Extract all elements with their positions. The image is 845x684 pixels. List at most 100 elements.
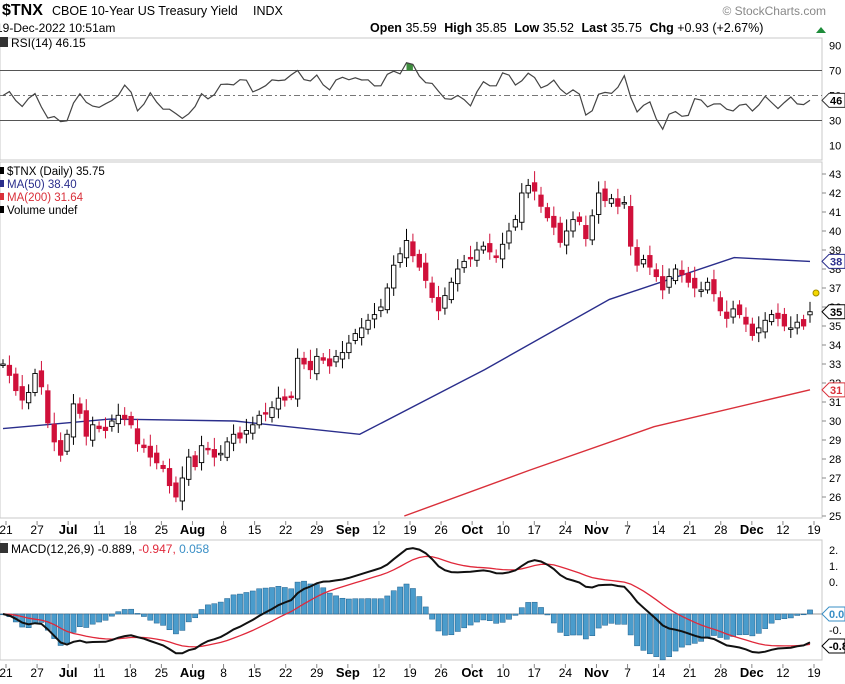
- price-candle: [595, 181, 602, 224]
- price-candle: [692, 266, 698, 298]
- x-tick-label: 7: [624, 666, 631, 680]
- price-candle: [397, 247, 403, 268]
- macd-histogram-bar: [582, 613, 589, 640]
- macd-histogram-bar: [480, 613, 487, 621]
- x-tick-label: 27: [30, 523, 44, 537]
- x-tick-label: 29: [310, 666, 324, 680]
- price-candle: [19, 375, 25, 410]
- macd-histogram-bar: [166, 613, 173, 631]
- price-candle: [314, 348, 320, 381]
- rsi-label: RSI(14) 46.15: [11, 36, 86, 50]
- price-candle: [25, 384, 32, 410]
- price-candle: [768, 309, 775, 326]
- price-candle: [102, 417, 109, 439]
- price-candle: [506, 222, 512, 250]
- x-tick-label: Dec: [740, 522, 764, 537]
- x-tick-label: 8: [220, 666, 227, 680]
- price-candle: [487, 233, 493, 260]
- price-candle: [320, 352, 326, 364]
- price-candle: [512, 214, 519, 231]
- price-candle: [589, 209, 595, 246]
- macd-histogram-bar: [249, 590, 256, 615]
- macd-tick-label: 1.: [829, 561, 838, 573]
- macd-histogram-bar: [506, 613, 512, 620]
- macd-histogram-bar: [224, 598, 231, 615]
- macd-histogram-bar: [38, 613, 45, 623]
- price-tick-label: 26: [829, 492, 841, 504]
- price-tick-label: 25: [829, 511, 841, 523]
- x-tick-label: 21: [683, 523, 697, 537]
- price-candle: [378, 298, 384, 318]
- macd-histogram-bar: [294, 581, 301, 615]
- rsi-tick-label: 90: [829, 41, 841, 53]
- macd-histogram-bar: [25, 613, 32, 629]
- rsi-tick-label: 30: [829, 116, 841, 128]
- x-tick-label: 26: [434, 666, 448, 680]
- macd-histogram-bar: [749, 613, 756, 637]
- macd-panel: 2.1.0.0.0-0.-0. MACD(12,26,9) -0.889, -0…: [0, 539, 845, 661]
- ohlc-readout: Open 35.59 High 35.85 Low 35.52 Last 35.…: [370, 21, 763, 35]
- macd-histogram-bar: [781, 613, 788, 620]
- macd-histogram-bar: [77, 613, 83, 627]
- price-candle: [307, 349, 314, 379]
- x-tick-label: 14: [652, 666, 666, 680]
- rsi-line: [2, 62, 811, 131]
- macd-histogram-bar: [570, 613, 576, 636]
- macd-histogram-bar: [794, 613, 801, 616]
- macd-histogram-bar: [205, 604, 211, 615]
- x-tick-label: 12: [372, 666, 386, 680]
- x-tick-label: 8: [220, 523, 227, 537]
- price-candle: [288, 391, 294, 401]
- price-candle: [211, 437, 218, 467]
- macd-histogram-bar: [397, 586, 403, 615]
- price-candle: [13, 367, 19, 396]
- price-candle: [224, 437, 230, 462]
- price-candle: [775, 303, 781, 327]
- macd-histogram-bar: [557, 613, 564, 633]
- macd-histogram-bar: [403, 583, 410, 615]
- macd-histogram-bar: [185, 613, 192, 623]
- x-tick-label: 12: [776, 523, 790, 537]
- macd-histogram-bar: [608, 613, 615, 624]
- macd-histogram-bar: [685, 613, 692, 646]
- price-tick-label: 42: [829, 188, 841, 200]
- price-candle: [326, 348, 333, 374]
- macd-histogram-bar: [467, 613, 474, 626]
- macd-histogram-bar: [256, 588, 263, 615]
- macd-histogram-bar: [807, 609, 813, 615]
- x-tick-label: 15: [248, 523, 262, 537]
- x-tick-label: Sep: [336, 522, 360, 537]
- macd-histogram-bar: [723, 613, 730, 640]
- price-candle: [218, 445, 224, 461]
- security-name: CBOE 10-Year US Treasury Yield: [52, 4, 238, 18]
- price-candle: [115, 403, 121, 433]
- x-tick-label: 11: [93, 523, 106, 537]
- x-tick-label: Nov: [584, 665, 609, 680]
- price-candle: [384, 283, 390, 314]
- macd-histogram-bar: [717, 613, 724, 638]
- macd-histogram-bar: [326, 592, 333, 615]
- price-candle: [685, 266, 691, 288]
- rsi-panel: 9070503010 RSI(14) 46.15 46: [0, 36, 845, 161]
- x-tick-label: Oct: [461, 665, 483, 680]
- macd-histogram-bar: [83, 613, 90, 628]
- price-badge: 38: [821, 253, 845, 269]
- macd-histogram-bar: [576, 613, 583, 636]
- macd-badge: 0.0: [821, 606, 845, 622]
- macd-histogram-bar: [198, 609, 205, 615]
- price-tick-label: 30: [829, 416, 841, 428]
- macd-histogram-bar: [390, 590, 397, 615]
- x-tick-label: Jul: [59, 522, 78, 537]
- price-candle: [525, 178, 531, 199]
- macd-histogram-bar: [275, 586, 282, 615]
- price-badge: 35: [821, 304, 845, 320]
- macd-histogram-bar: [474, 613, 480, 623]
- rsi-tick-label: 10: [829, 141, 841, 153]
- legend-entry: $TNX (Daily) 35.75: [7, 166, 105, 178]
- x-tick-label: 12: [372, 523, 386, 537]
- macd-badge: -0.8: [821, 638, 845, 654]
- price-candle: [237, 426, 243, 444]
- price-candle: [621, 196, 627, 209]
- price-candle: [615, 188, 621, 215]
- price-candle: [186, 448, 192, 486]
